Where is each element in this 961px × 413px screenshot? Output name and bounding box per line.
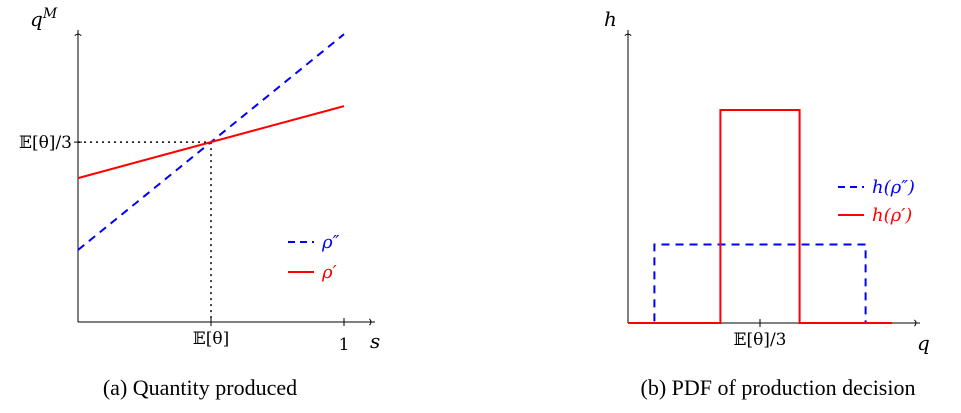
legend-label: ρ′	[321, 262, 337, 283]
chart-caption: (a) Quantity produced	[103, 375, 297, 400]
series-line-red	[77, 105, 345, 180]
legend-label: h(ρ′)	[872, 205, 912, 226]
legend-label: h(ρ″)	[872, 177, 915, 198]
legend-label: ρ″	[321, 232, 340, 253]
x-axis-label: q	[917, 331, 930, 355]
chart-caption: (b) PDF of production decision	[641, 375, 916, 400]
x-tick-label: 𝔼[θ]	[193, 329, 229, 349]
chart-b: 𝔼[θ]/3 q h h(ρ″) h(ρ′) (b) PDF of production …	[604, 7, 930, 400]
series-line-red	[628, 109, 892, 324]
y-axis-label: qM	[30, 6, 58, 31]
x-tick-label: 1	[339, 335, 350, 355]
x-axis-label: s	[370, 329, 380, 353]
series-line-blue	[628, 243, 892, 324]
y-tick-label: 𝔼[θ]/3	[19, 133, 72, 153]
chart-a: 𝔼[θ] 1 𝔼[θ]/3 s qM ρ″ ρ′ (a) Quantity produced	[19, 6, 380, 400]
x-tick-label: 𝔼[θ]/3	[733, 330, 786, 350]
y-axis-label: h	[604, 7, 617, 31]
